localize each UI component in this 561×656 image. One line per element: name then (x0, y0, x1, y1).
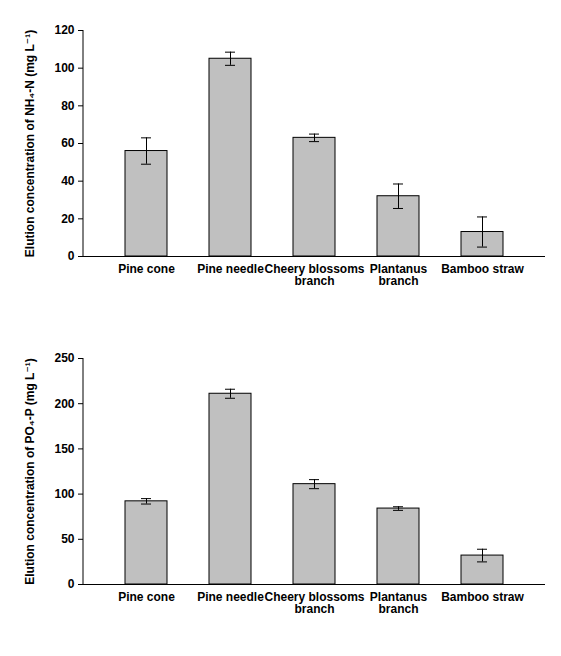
svg-text:200: 200 (54, 397, 74, 411)
svg-text:0: 0 (68, 249, 75, 263)
svg-text:Bamboo straw: Bamboo straw (441, 590, 524, 604)
svg-text:Elution concentration of NH₄-N: Elution concentration of NH₄-N (mg L⁻¹) (23, 30, 37, 257)
svg-text:Plantanusbranch: Plantanusbranch (370, 262, 428, 288)
svg-text:Cheery blossomsbranch: Cheery blossomsbranch (264, 590, 364, 616)
svg-text:50: 50 (61, 532, 75, 546)
svg-text:Cheery blossomsbranch: Cheery blossomsbranch (264, 262, 364, 288)
svg-text:20: 20 (61, 212, 75, 226)
svg-text:80: 80 (61, 99, 75, 113)
svg-text:120: 120 (54, 23, 74, 37)
svg-text:100: 100 (54, 61, 74, 75)
svg-text:Bamboo straw: Bamboo straw (441, 262, 524, 276)
svg-text:40: 40 (61, 174, 75, 188)
svg-text:Pine cone: Pine cone (118, 590, 175, 604)
svg-text:Elution concentration of PO₄-P: Elution concentration of PO₄-P (mg L⁻¹) (23, 358, 37, 585)
svg-text:Pine needle: Pine needle (197, 262, 264, 276)
svg-text:100: 100 (54, 487, 74, 501)
svg-text:60: 60 (61, 136, 75, 150)
svg-text:Pine needle: Pine needle (197, 590, 264, 604)
svg-text:250: 250 (54, 351, 74, 365)
svg-text:150: 150 (54, 442, 74, 456)
svg-text:0: 0 (68, 577, 75, 591)
svg-text:Pine cone: Pine cone (118, 262, 175, 276)
svg-text:Plantanusbranch: Plantanusbranch (370, 590, 428, 616)
